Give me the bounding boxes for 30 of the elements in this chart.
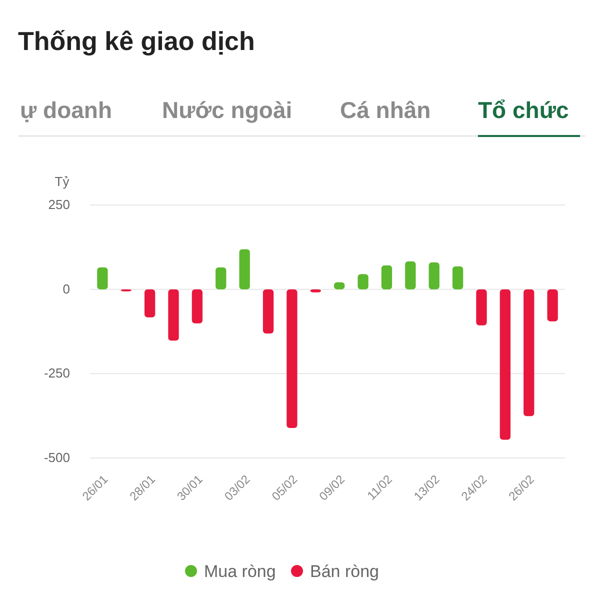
bar [192, 289, 203, 324]
bar [97, 267, 108, 290]
y-tick-label: -250 [44, 366, 70, 381]
text: Tổ chức [478, 97, 569, 123]
y-tick-label: 250 [48, 197, 70, 212]
bar [286, 289, 298, 428]
bar [500, 289, 511, 440]
y-tick-label: 0 [62, 281, 70, 296]
bar [216, 267, 226, 290]
bar [547, 289, 558, 322]
legend-label: Bán ròng [310, 562, 379, 581]
bar [524, 289, 534, 416]
bar [239, 249, 250, 290]
text: ự doanh [20, 97, 112, 123]
bar [405, 261, 416, 290]
bar [144, 289, 156, 318]
bar [168, 289, 179, 341]
chart-title: Thống kê giao dịch [18, 26, 255, 56]
bar [428, 262, 440, 290]
bar [452, 266, 464, 290]
text: Nước ngoài [162, 97, 292, 123]
text: Cá nhân [340, 97, 431, 123]
legend-label: Mua ròng [204, 562, 276, 581]
bar [262, 289, 274, 334]
bar [476, 289, 487, 326]
bar [334, 282, 345, 290]
bar [381, 265, 392, 290]
y-axis-title: Tỷ [54, 174, 70, 189]
y-tick-label: -500 [44, 450, 70, 465]
bar [358, 274, 368, 290]
